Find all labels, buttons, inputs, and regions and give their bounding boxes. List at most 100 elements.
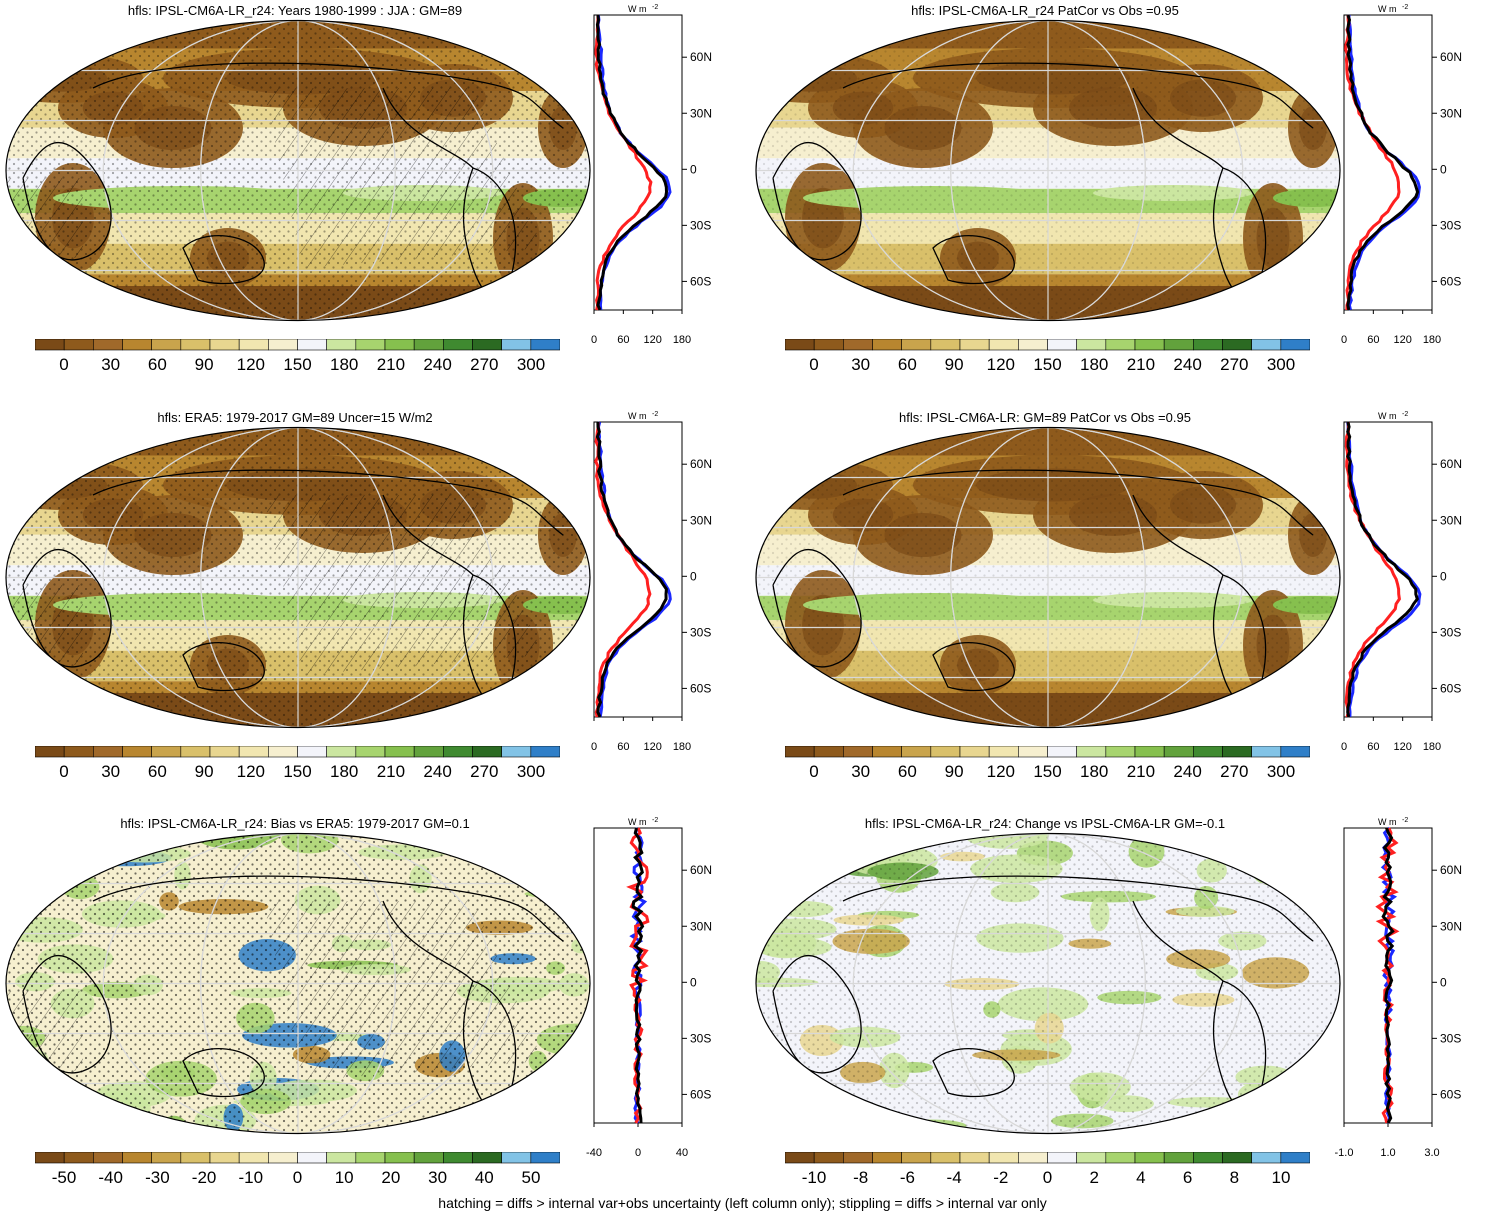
colorbar-swatch — [268, 338, 298, 351]
lat-tick-label: 60S — [1440, 681, 1461, 695]
colorbar-swatch — [151, 338, 182, 351]
lat-tick-label: 0 — [1440, 162, 1447, 176]
profile-curve — [1346, 421, 1419, 718]
profile-x-tick-label: 0 — [1340, 334, 1348, 346]
colorbar-swatch — [384, 745, 415, 758]
lat-tick-label: 30N — [1440, 106, 1462, 120]
profile-curve — [596, 421, 672, 718]
colorbar-tick-label: 210 — [1126, 762, 1156, 781]
colorbar-tick-label: 8 — [1229, 1168, 1240, 1187]
colorbar-swatch — [1076, 1151, 1107, 1164]
colorbar-swatch — [1134, 1151, 1165, 1164]
colorbar-swatch — [988, 338, 1019, 351]
lat-tick-label: 30S — [1440, 1031, 1461, 1045]
colorbar-swatch — [959, 1151, 990, 1164]
zonal-profile: 60N 30N 0 30S 60S W m -2 — [593, 411, 712, 721]
colorbar-tick-label: 120 — [236, 762, 265, 781]
colorbar-swatch — [238, 338, 269, 351]
colorbar-tick-label: 0 — [1042, 1168, 1053, 1187]
colorbar-tick-label: 30 — [101, 762, 121, 781]
colorbar-tick-label: 150 — [283, 355, 312, 374]
colorbar-tick-label: 30 — [101, 355, 121, 374]
colorbar-swatch — [34, 1151, 65, 1164]
colorbar-swatch — [813, 745, 844, 758]
lat-tick-label: 60N — [690, 50, 712, 64]
profile-curve — [1381, 827, 1395, 1124]
profile-curve — [1344, 15, 1401, 311]
colorbar-swatch — [1047, 745, 1077, 758]
colorbar-tick-label: 20 — [381, 1168, 401, 1187]
colorbar-tick-label: -10 — [801, 1168, 827, 1187]
lat-tick-label: 60N — [1440, 863, 1462, 877]
profile-curve — [1346, 14, 1420, 311]
map-panel — [5, 832, 591, 1135]
colorbar-swatch — [151, 745, 182, 758]
colorbar-swatch — [1134, 745, 1165, 758]
colorbar-swatch — [1163, 745, 1194, 758]
colorbar-swatch — [63, 745, 94, 758]
colorbar-swatch — [813, 338, 844, 351]
zonal-profile: 60N 30N 0 30S 60S W m -2 — [593, 817, 712, 1127]
profile-x-tick-label: 1.0 — [1380, 1147, 1396, 1159]
profile-curve — [1346, 421, 1422, 718]
colorbar-swatch — [180, 745, 211, 758]
colorbar-swatch — [813, 1151, 844, 1164]
panel-title: hfls: IPSL-CM6A-LR: GM=89 PatCor vs Obs … — [899, 410, 1191, 425]
lat-tick-label: 0 — [1440, 569, 1447, 583]
colorbar-swatch — [1163, 338, 1194, 351]
lat-tick-label: 60S — [690, 1087, 711, 1101]
colorbar-swatch — [355, 1151, 386, 1164]
lat-tick-label: 30N — [690, 919, 712, 933]
colorbar-tick-label: 10 — [334, 1168, 354, 1187]
map-panel — [5, 19, 591, 322]
colorbar-tick-label: 240 — [423, 762, 452, 781]
colorbar-tick-label: -10 — [238, 1168, 264, 1187]
colorbar-swatch — [297, 338, 327, 351]
colorbar-tick-label: 0 — [59, 355, 69, 374]
colorbar-swatch — [1222, 1151, 1252, 1164]
colorbar-tick-label: 210 — [376, 762, 406, 781]
colorbar-swatch — [843, 1151, 873, 1164]
colorbar-swatch — [1105, 338, 1136, 351]
colorbar-swatch — [180, 338, 211, 351]
colorbar-tick-label: 300 — [516, 355, 546, 374]
lat-tick-label: 0 — [690, 162, 697, 176]
colorbar-tick-label: 90 — [194, 762, 214, 781]
colorbar-swatch — [872, 1151, 902, 1164]
colorbar-tick-label: 270 — [1220, 762, 1249, 781]
profile-x-tick-label: -1.0 — [1334, 1147, 1354, 1159]
colorbar-swatch — [326, 338, 357, 351]
lat-tick-label: 60N — [1440, 457, 1462, 471]
colorbar-tick-label: 90 — [944, 355, 964, 374]
colorbar-tick-label: 270 — [1220, 355, 1249, 374]
zonal-profile: 60N 30N 0 30S 60S W m -2 — [1343, 411, 1462, 721]
colorbar-tick-label: 60 — [147, 762, 167, 781]
colorbar-tick-label: 270 — [470, 355, 499, 374]
colorbar-tick-label: 300 — [1266, 355, 1296, 374]
colorbar — [34, 745, 561, 763]
unit-exponent: -2 — [652, 4, 658, 11]
colorbar-swatch — [93, 745, 123, 758]
colorbar-swatch — [901, 1151, 932, 1164]
panel-title: hfls: ERA5: 1979-2017 GM=89 Uncer=15 W/m… — [157, 410, 433, 425]
profile-x-tick-label: 0 — [590, 741, 598, 753]
colorbar-tick-label: 210 — [376, 355, 406, 374]
profile-x-tick-label: 0 — [1340, 741, 1348, 753]
colorbar-tick-label: 60 — [897, 762, 917, 781]
lat-tick-label: 0 — [1440, 975, 1447, 989]
colorbar-swatch — [1076, 338, 1107, 351]
panel-title: hfls: IPSL-CM6A-LR_r24: Bias vs ERA5: 19… — [120, 816, 470, 831]
profile-x-tick-label: 3.0 — [1424, 1147, 1440, 1159]
colorbar-swatch — [530, 338, 561, 351]
colorbar-swatch — [122, 338, 152, 351]
colorbar-swatch — [930, 745, 961, 758]
colorbar-swatch — [501, 338, 532, 351]
profile-curve — [1347, 14, 1421, 311]
colorbar-tick-label: 300 — [516, 762, 546, 781]
colorbar-swatch — [1251, 745, 1282, 758]
colorbar-tick-label: 240 — [1173, 355, 1202, 374]
colorbar-tick-label: 90 — [194, 355, 214, 374]
lat-tick-label: 30N — [1440, 919, 1462, 933]
lat-tick-label: 60S — [1440, 1087, 1461, 1101]
colorbar-swatch — [1251, 338, 1282, 351]
